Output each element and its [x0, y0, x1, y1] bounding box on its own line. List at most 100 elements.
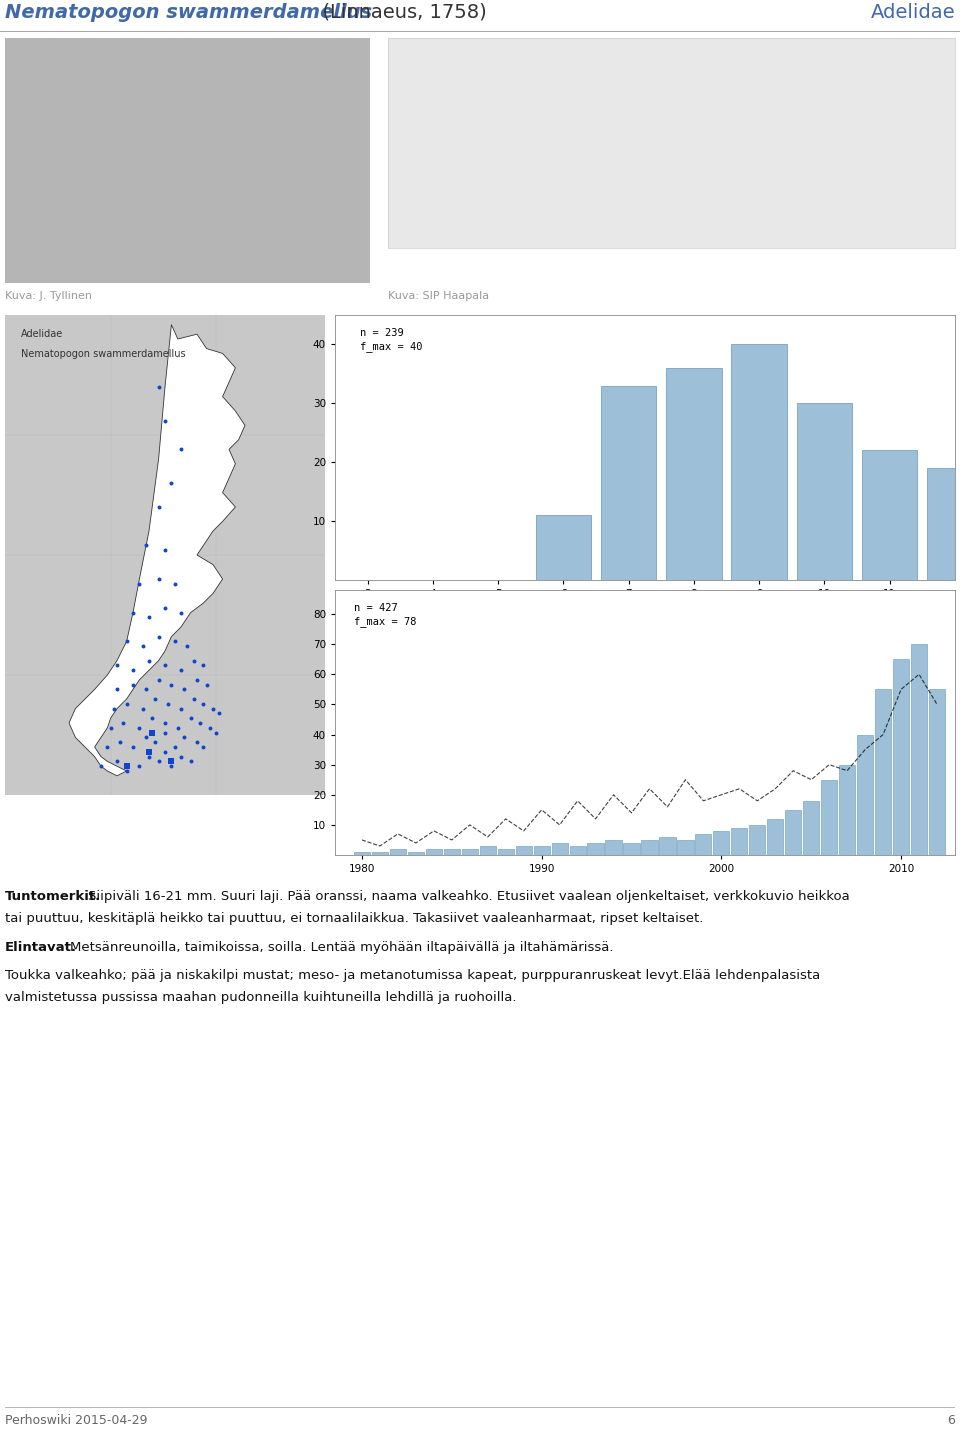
Point	[151, 750, 166, 773]
Bar	[666, 368, 722, 579]
Bar	[695, 834, 711, 855]
Point	[164, 471, 180, 494]
Bar	[516, 845, 532, 855]
Point	[174, 601, 189, 624]
Text: Kuva: J. Tyllinen: Kuva: J. Tyllinen	[5, 290, 92, 301]
Bar	[480, 845, 496, 855]
Point	[135, 696, 151, 720]
Text: Adelidae: Adelidae	[871, 3, 955, 22]
Point	[132, 754, 147, 777]
Point	[116, 711, 132, 734]
Point	[170, 717, 185, 740]
Bar	[601, 386, 657, 579]
Point	[164, 750, 180, 773]
Bar	[588, 842, 604, 855]
Bar	[749, 825, 765, 855]
Point	[119, 630, 134, 653]
Text: valmistetussa pussissa maahan pudonneilla kuihtuneilla lehdillä ja ruohoilla.: valmistetussa pussissa maahan pudonneill…	[5, 991, 516, 1004]
Point	[174, 438, 189, 461]
Point	[126, 736, 141, 759]
Point	[119, 760, 134, 783]
Point	[212, 702, 228, 725]
Polygon shape	[69, 325, 245, 776]
Point	[148, 731, 163, 754]
Point	[141, 746, 156, 769]
Point	[132, 717, 147, 740]
Text: Perhoswiki 2015-04-29: Perhoswiki 2015-04-29	[5, 1415, 148, 1428]
Text: n = 239
f_max = 40: n = 239 f_max = 40	[360, 328, 422, 353]
Point	[183, 750, 199, 773]
Bar	[732, 344, 787, 579]
Bar	[797, 403, 852, 579]
Bar	[893, 659, 909, 855]
Point	[141, 649, 156, 672]
Point	[151, 376, 166, 399]
Point	[193, 711, 208, 734]
Point	[186, 688, 202, 711]
Point	[157, 653, 173, 676]
Text: Nematopogon swammerdamellus: Nematopogon swammerdamellus	[21, 348, 185, 358]
Bar	[857, 734, 874, 855]
Bar	[862, 451, 918, 579]
Point	[141, 740, 156, 763]
Bar	[408, 853, 424, 855]
Point	[151, 568, 166, 591]
Point	[151, 496, 166, 519]
Text: Kuva: SIP Haapala: Kuva: SIP Haapala	[388, 290, 490, 301]
Text: (Linnaeus, 1758): (Linnaeus, 1758)	[310, 3, 487, 22]
Bar	[462, 850, 478, 855]
Point	[196, 653, 211, 676]
Point	[164, 673, 180, 696]
Point	[112, 731, 128, 754]
Point	[100, 736, 115, 759]
Point	[145, 721, 160, 744]
Point	[132, 572, 147, 595]
Point	[208, 721, 224, 744]
Bar	[927, 468, 960, 579]
Point	[151, 626, 166, 649]
Bar	[354, 853, 370, 855]
Point	[160, 692, 176, 715]
Bar	[552, 842, 567, 855]
Text: n = 427
f_max = 78: n = 427 f_max = 78	[353, 603, 416, 627]
Point	[126, 673, 141, 696]
Bar	[732, 828, 748, 855]
Point	[177, 678, 192, 701]
Point	[157, 721, 173, 744]
Text: Adelidae: Adelidae	[21, 329, 63, 340]
Point	[109, 750, 125, 773]
Bar	[569, 845, 586, 855]
Point	[103, 717, 118, 740]
Point	[151, 668, 166, 691]
Point	[157, 597, 173, 620]
Bar	[425, 850, 442, 855]
Point	[167, 630, 182, 653]
Point	[119, 692, 134, 715]
Point	[199, 673, 214, 696]
Bar	[821, 780, 837, 855]
Text: Siipiväli 16-21 mm. Suuri laji. Pää oranssi, naama valkeahko. Etusiivet vaalean : Siipiväli 16-21 mm. Suuri laji. Pää oran…	[88, 890, 850, 903]
Point	[145, 707, 160, 730]
Point	[177, 725, 192, 749]
Point	[164, 754, 180, 777]
Point	[93, 754, 108, 777]
Point	[203, 717, 218, 740]
Point	[167, 572, 182, 595]
Text: tai puuttuu, keskitäplä heikko tai puuttuu, ei tornaalilaikkua. Takasiivet vaale: tai puuttuu, keskitäplä heikko tai puutt…	[5, 912, 704, 925]
Point	[148, 688, 163, 711]
Point	[189, 668, 204, 691]
Point	[157, 740, 173, 763]
Point	[138, 678, 154, 701]
Point	[126, 601, 141, 624]
Point	[167, 736, 182, 759]
Point	[186, 649, 202, 672]
Text: Nematopogon swammerdamellus: Nematopogon swammerdamellus	[5, 3, 372, 22]
Bar	[767, 819, 783, 855]
Bar	[804, 801, 819, 855]
Point	[138, 725, 154, 749]
Point	[141, 605, 156, 629]
Point	[180, 634, 195, 657]
Text: Toukka valkeahko; pää ja niskakilpi mustat; meso- ja metanotumissa kapeat, purpp: Toukka valkeahko; pää ja niskakilpi must…	[5, 970, 820, 983]
Point	[138, 533, 154, 556]
Point	[174, 746, 189, 769]
